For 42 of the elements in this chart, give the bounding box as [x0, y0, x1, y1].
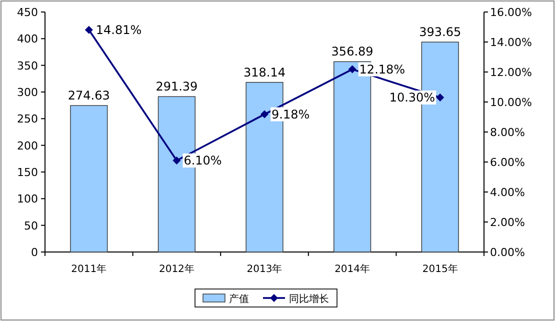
y-tick-label: 400 [17, 32, 38, 46]
data-label: 14.81% [96, 22, 142, 37]
point [260, 110, 268, 118]
y2-tick-label: 14.00% [490, 36, 532, 49]
y2-tick-label: 12.00% [490, 66, 532, 79]
data-label: 393.65 [419, 25, 462, 40]
data-label: 10.30% [389, 90, 436, 104]
y-tick-label: 300 [17, 86, 38, 99]
legend-label: 同比增长 [289, 293, 329, 305]
point [348, 65, 356, 74]
point [172, 156, 181, 164]
y-tick-label: 450 [17, 6, 38, 19]
bar [70, 105, 108, 252]
y2-tick-label: 2.00% [490, 216, 525, 229]
y-tick-label: 200 [17, 139, 38, 152]
data-label: 9.18% [272, 107, 310, 122]
y2-tick-label: 0.00% [490, 246, 525, 259]
x-tick-label: 2011年 [71, 263, 107, 275]
y-tick-label: 50 [24, 219, 38, 232]
y2-tick-label: 4.00% [490, 186, 525, 199]
data-label: 6.10% [184, 154, 222, 168]
y2-tick-label: 6.00% [490, 156, 525, 169]
x-tick-label: 2015年 [422, 263, 458, 275]
x-tick-label: 2013年 [246, 263, 282, 275]
y2-tick-label: 10.00% [490, 96, 532, 109]
point [436, 94, 444, 102]
y2-tick-label: 8.00% [490, 126, 525, 139]
legend-label: 产值 [229, 293, 249, 305]
y-tick-label: 350 [17, 59, 38, 72]
y-tick-label: 250 [17, 112, 38, 126]
data-label: 274.63 [68, 88, 110, 103]
data-label: 291.39 [156, 80, 198, 94]
data-label: 356.89 [331, 44, 374, 59]
point [84, 26, 93, 34]
y-tick-label: 0 [31, 246, 38, 259]
data-label: 12.18% [359, 62, 406, 76]
x-tick-label: 2014年 [334, 263, 370, 275]
y2-tick-label: 16.00% [490, 6, 532, 19]
x-tick-label: 2012年 [158, 263, 194, 275]
y-tick-label: 100 [17, 192, 38, 206]
data-label: 318.14 [244, 65, 286, 80]
y-tick-label: 150 [17, 166, 38, 179]
